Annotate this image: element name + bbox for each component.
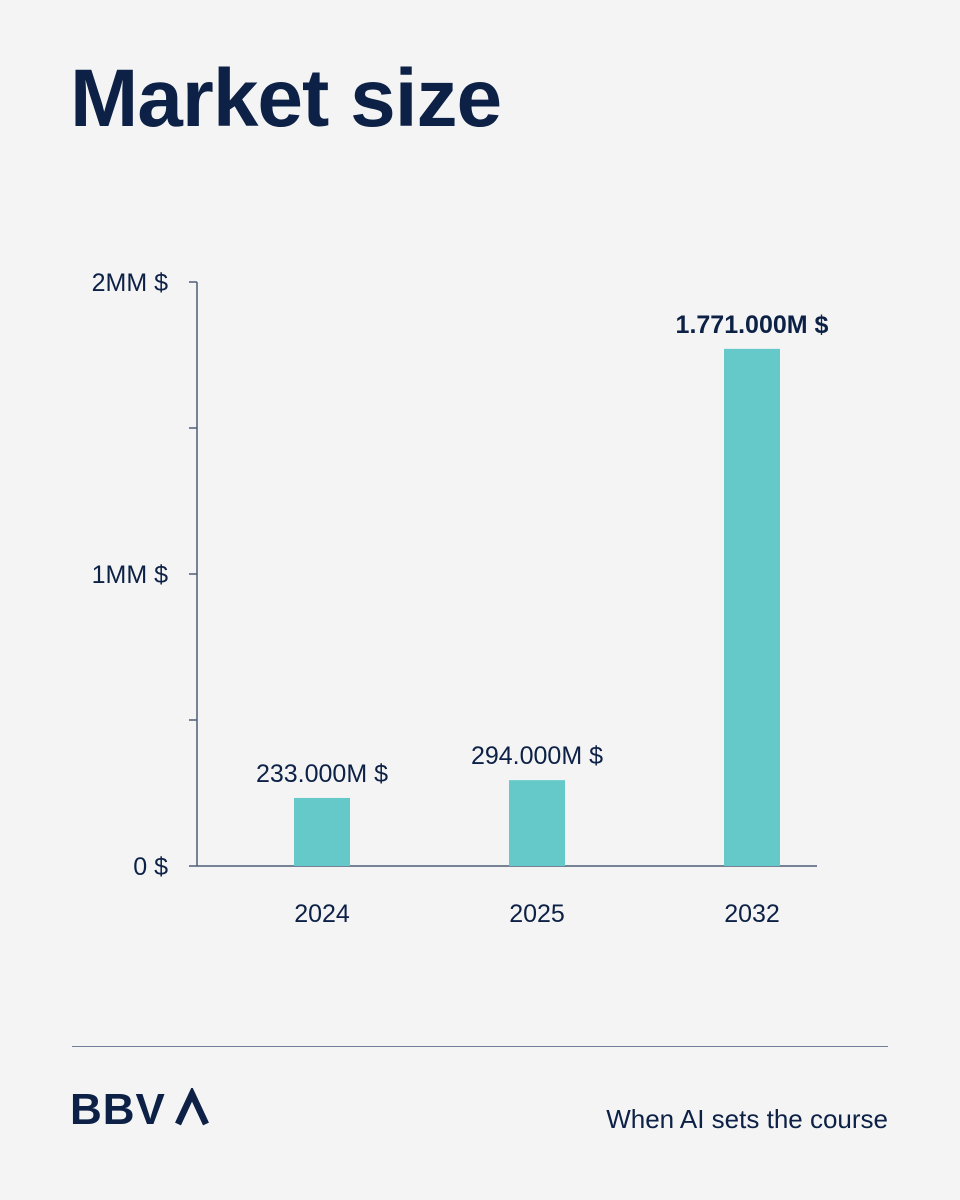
data-label-2032: 1.771.000M $: [676, 311, 829, 339]
y-tick-label: 1MM $: [92, 561, 169, 589]
y-tick-label: 2MM $: [92, 269, 169, 297]
bbva-logo: BBV: [70, 1088, 209, 1128]
y-tick-label: 0 $: [133, 853, 168, 881]
tagline: When AI sets the course: [606, 1104, 888, 1134]
bar-2032: [724, 348, 780, 866]
bar-2025: [509, 780, 565, 866]
x-tick-label-2024: 2024: [294, 900, 350, 928]
data-label-2025: 294.000M $: [471, 742, 603, 770]
data-label-2024: 233.000M $: [256, 760, 388, 788]
x-tick-label-2032: 2032: [724, 900, 780, 928]
bar-chart: 0 $ 1MM $ 2MM $ 233.000M $ 2024 294.000M $ 20…: [92, 269, 829, 928]
svg-text:BBV: BBV: [70, 1088, 166, 1128]
footer-divider: [72, 1046, 888, 1047]
x-tick-label-2025: 2025: [509, 900, 565, 928]
bar-2024: [294, 797, 350, 866]
page-title: Market size: [70, 53, 502, 144]
